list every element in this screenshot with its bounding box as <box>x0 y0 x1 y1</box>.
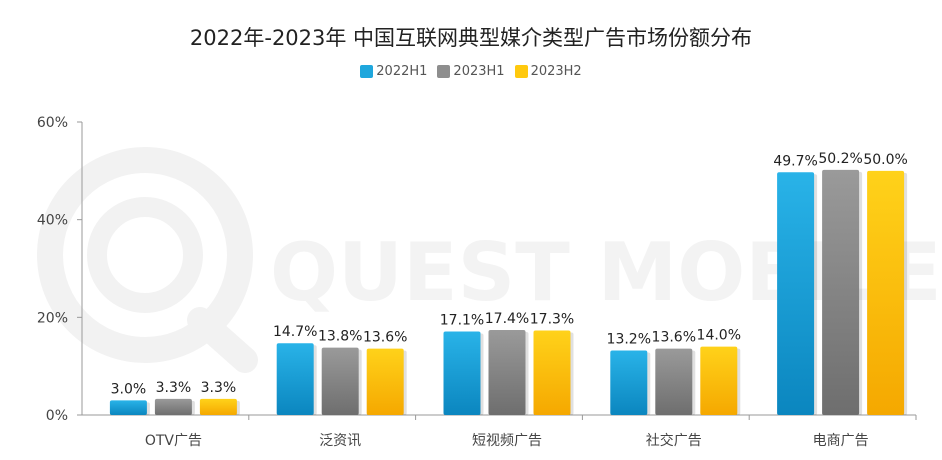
data-labels: 3.0% 3.3% 3.3%14.7% 13.8% 13.6%17.1% 17.4% 17.… <box>111 151 908 397</box>
legend-label-2023h1: 2023H1 <box>453 64 505 79</box>
y-tick-label: 0% <box>46 408 68 424</box>
bar-2022h1 <box>777 172 815 415</box>
data-label: 13.8% <box>318 329 362 345</box>
data-label: 17.1% <box>440 312 484 328</box>
data-label: 13.6% <box>652 330 696 346</box>
bar-2023h2 <box>199 398 237 415</box>
x-tick-label: OTV广告 <box>145 433 202 449</box>
bar-2023h2 <box>366 348 404 415</box>
data-label: 17.3% <box>530 312 574 328</box>
axes: 0% 20% 40% 60% OTV广告 泛资讯 短视频广告 社交广告 电商广告 <box>37 115 917 449</box>
legend-item-2022h1: 2022H1 <box>360 64 427 79</box>
y-tick-label: 40% <box>37 213 68 229</box>
bar-2023h2 <box>533 330 571 415</box>
bar-2022h1 <box>109 400 147 415</box>
legend-label-2023h2: 2023H2 <box>530 64 582 79</box>
bar-2023h1 <box>488 330 526 415</box>
chart-title: 2022年-2023年 中国互联网典型媒介类型广告市场份额分布 <box>189 26 753 50</box>
data-label: 13.6% <box>363 330 407 346</box>
bar-2023h2 <box>867 170 905 415</box>
bar-2022h1 <box>276 343 314 415</box>
legend-item-2023h1: 2023H1 <box>437 64 505 79</box>
legend-label-2022h1: 2022H1 <box>376 64 428 79</box>
x-tick-label: 泛资讯 <box>319 433 361 449</box>
data-label: 17.4% <box>485 311 529 327</box>
bar-2023h1 <box>822 169 860 415</box>
legend-swatch-2022h1 <box>360 65 374 78</box>
bar-2023h1 <box>154 398 192 415</box>
bar-2022h1 <box>610 350 648 415</box>
legend-item-2023h2: 2023H2 <box>514 64 582 79</box>
data-label: 50.0% <box>863 152 907 168</box>
bar-2023h1 <box>321 347 359 415</box>
legend-swatch-2023h1 <box>437 65 451 78</box>
data-label: 3.3% <box>201 380 237 396</box>
data-label: 14.7% <box>273 324 317 340</box>
y-tick-label: 60% <box>37 115 68 131</box>
y-tick-label: 20% <box>37 310 68 326</box>
data-label: 3.0% <box>111 381 147 397</box>
bar-2023h2 <box>700 346 738 415</box>
data-label: 13.2% <box>607 332 651 348</box>
data-label: 50.2% <box>818 151 862 167</box>
x-tick-label: 短视频广告 <box>472 433 542 449</box>
legend-swatch-2023h2 <box>514 65 528 78</box>
bars <box>109 169 908 415</box>
legend: 2022H1 2023H1 2023H2 <box>0 64 942 79</box>
bar-2023h1 <box>655 348 693 415</box>
x-tick-label: 社交广告 <box>646 432 702 449</box>
data-label: 3.3% <box>156 380 192 396</box>
data-label: 14.0% <box>697 328 741 344</box>
x-tick-label: 电商广告 <box>813 433 869 449</box>
data-label: 49.7% <box>773 153 817 169</box>
bar-2022h1 <box>443 331 481 415</box>
